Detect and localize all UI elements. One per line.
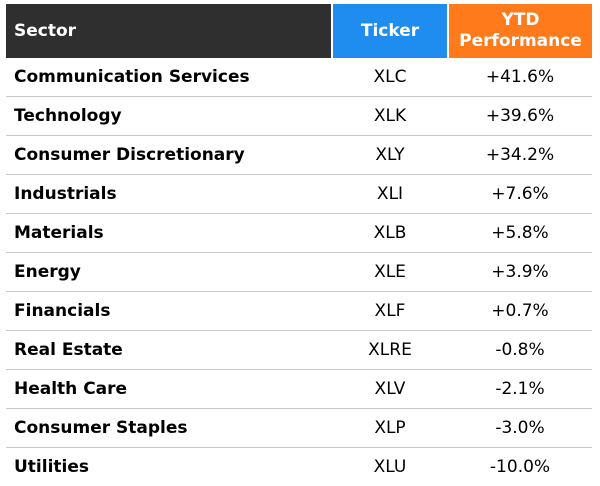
ticker-cell: XLE bbox=[332, 253, 448, 292]
ticker-cell: XLF bbox=[332, 292, 448, 331]
table-row: Materials XLB +5.8% bbox=[6, 214, 592, 253]
performance-cell: +0.7% bbox=[448, 292, 592, 331]
header-sector: Sector bbox=[6, 4, 332, 58]
table-row: Financials XLF +0.7% bbox=[6, 292, 592, 331]
performance-cell: -3.0% bbox=[448, 409, 592, 448]
table-row: Consumer Staples XLP -3.0% bbox=[6, 409, 592, 448]
sector-cell: Industrials bbox=[6, 175, 332, 214]
sector-performance-table: Sector Ticker YTD Performance Communicat… bbox=[6, 4, 592, 486]
performance-cell: -2.1% bbox=[448, 370, 592, 409]
sector-cell: Health Care bbox=[6, 370, 332, 409]
table-row: Utilities XLU -10.0% bbox=[6, 448, 592, 486]
sector-cell: Materials bbox=[6, 214, 332, 253]
ticker-cell: XLB bbox=[332, 214, 448, 253]
ticker-cell: XLRE bbox=[332, 331, 448, 370]
performance-cell: +34.2% bbox=[448, 136, 592, 175]
ticker-cell: XLV bbox=[332, 370, 448, 409]
table-row: Communication Services XLC +41.6% bbox=[6, 58, 592, 97]
performance-cell: -10.0% bbox=[448, 448, 592, 486]
header-ytd-performance-line2: Performance bbox=[459, 31, 582, 51]
table-row: Technology XLK +39.6% bbox=[6, 97, 592, 136]
sector-cell: Technology bbox=[6, 97, 332, 136]
table-header-row: Sector Ticker YTD Performance bbox=[6, 4, 592, 58]
table-row: Industrials XLI +7.6% bbox=[6, 175, 592, 214]
ticker-cell: XLY bbox=[332, 136, 448, 175]
sector-performance-table-container: Sector Ticker YTD Performance Communicat… bbox=[0, 0, 600, 476]
table-row: Energy XLE +3.9% bbox=[6, 253, 592, 292]
header-ticker: Ticker bbox=[332, 4, 448, 58]
table-row: Real Estate XLRE -0.8% bbox=[6, 331, 592, 370]
performance-cell: -0.8% bbox=[448, 331, 592, 370]
performance-cell: +3.9% bbox=[448, 253, 592, 292]
sector-cell: Financials bbox=[6, 292, 332, 331]
ticker-cell: XLP bbox=[332, 409, 448, 448]
ticker-cell: XLC bbox=[332, 58, 448, 97]
ticker-cell: XLK bbox=[332, 97, 448, 136]
performance-cell: +7.6% bbox=[448, 175, 592, 214]
performance-cell: +41.6% bbox=[448, 58, 592, 97]
ticker-cell: XLU bbox=[332, 448, 448, 486]
ticker-cell: XLI bbox=[332, 175, 448, 214]
header-ytd-performance: YTD Performance bbox=[448, 4, 592, 58]
sector-cell: Energy bbox=[6, 253, 332, 292]
performance-cell: +5.8% bbox=[448, 214, 592, 253]
sector-cell: Consumer Staples bbox=[6, 409, 332, 448]
sector-cell: Utilities bbox=[6, 448, 332, 486]
table-row: Health Care XLV -2.1% bbox=[6, 370, 592, 409]
sector-cell: Real Estate bbox=[6, 331, 332, 370]
performance-cell: +39.6% bbox=[448, 97, 592, 136]
table-row: Consumer Discretionary XLY +34.2% bbox=[6, 136, 592, 175]
header-ytd-performance-line1: YTD bbox=[501, 10, 539, 30]
sector-cell: Consumer Discretionary bbox=[6, 136, 332, 175]
sector-cell: Communication Services bbox=[6, 58, 332, 97]
